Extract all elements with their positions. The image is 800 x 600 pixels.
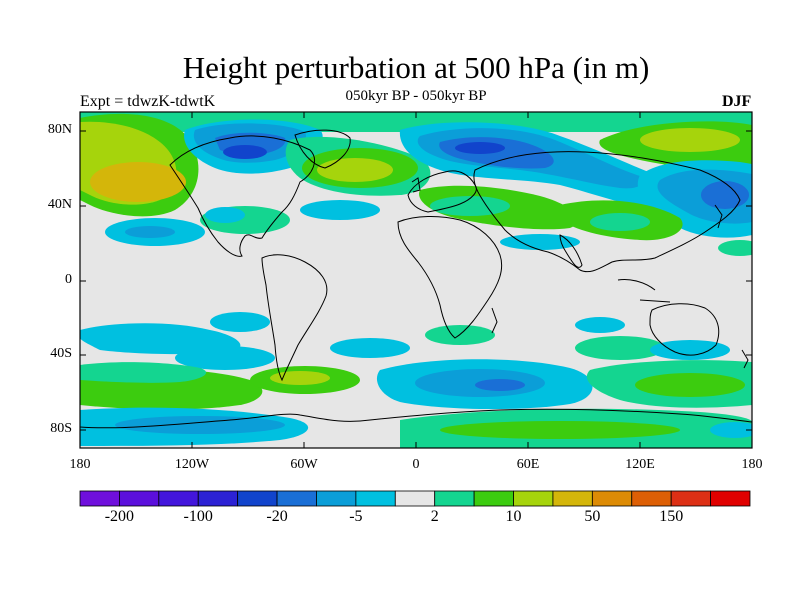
lon-label-180-west: 180 bbox=[69, 457, 91, 472]
siberia-yellow bbox=[640, 128, 740, 152]
colorbar-swatch bbox=[552, 490, 593, 507]
coast-antarctica bbox=[80, 408, 752, 429]
colorbar-label: 50 bbox=[584, 508, 601, 525]
coast-australia bbox=[649, 303, 720, 356]
lat-label-80s: 80S bbox=[50, 421, 72, 436]
coast-south-america bbox=[261, 254, 328, 382]
colorbar-label: -100 bbox=[183, 508, 213, 525]
sind-green-core bbox=[635, 373, 745, 397]
npac-blue-core bbox=[125, 226, 175, 238]
lon-label-180-east: 180 bbox=[741, 457, 763, 472]
coast-africa bbox=[397, 215, 503, 339]
atlantic-blue-patch bbox=[300, 200, 380, 220]
plot-title: Height perturbation at 500 hPa (in m) bbox=[182, 50, 650, 85]
lat-label-40n: 40N bbox=[47, 197, 72, 212]
coastlines bbox=[80, 129, 752, 429]
lon-label-0: 0 bbox=[412, 457, 420, 472]
pacific-high bbox=[90, 162, 186, 202]
colorbar-swatch bbox=[79, 490, 120, 507]
coast-asia bbox=[473, 151, 741, 273]
lat-label-40s: 40S bbox=[50, 346, 72, 361]
colorbar-label: 150 bbox=[659, 508, 684, 525]
colorbar-swatch bbox=[119, 490, 160, 507]
colorbar-swatch bbox=[158, 490, 199, 507]
spac-blue-east bbox=[210, 312, 270, 332]
lon-label-120w: 120W bbox=[174, 457, 210, 472]
colorbar-swatch bbox=[473, 490, 514, 507]
lon-label-60w: 60W bbox=[290, 457, 318, 472]
colorbar bbox=[79, 490, 751, 507]
colorbar-swatch bbox=[276, 490, 317, 507]
coast-new-zealand bbox=[741, 349, 749, 369]
lat-label-0: 0 bbox=[65, 272, 72, 287]
colorbar-swatch bbox=[513, 490, 554, 507]
coast-japan bbox=[714, 204, 723, 229]
coast-greenland bbox=[294, 129, 351, 169]
eurasia-low-core bbox=[455, 142, 505, 154]
lat-label-80n: 80N bbox=[47, 122, 72, 137]
colorbar-swatch bbox=[591, 490, 633, 507]
antarctic-blue-east bbox=[710, 422, 752, 438]
spac-blue-band bbox=[80, 323, 241, 355]
east-asia-low-core bbox=[701, 181, 749, 209]
colorbar-label: 2 bbox=[430, 508, 439, 525]
colorbar-label: -5 bbox=[349, 508, 363, 525]
sind-blue-patch bbox=[575, 317, 625, 333]
aus-blue-patch bbox=[650, 340, 730, 360]
us-blue-patch bbox=[205, 207, 245, 223]
colorbar-swatch bbox=[394, 490, 436, 507]
coast-north-america bbox=[169, 135, 315, 257]
colorbar-swatch bbox=[631, 490, 672, 507]
coast-india bbox=[559, 234, 583, 268]
colorbar-swatch bbox=[316, 490, 357, 507]
lon-label-60e: 60E bbox=[516, 457, 540, 472]
coast-indonesia bbox=[617, 279, 671, 303]
coast-uk bbox=[411, 177, 421, 193]
period-label: 050kyr BP - 050kyr BP bbox=[345, 88, 487, 104]
so-green-band-light bbox=[80, 362, 207, 383]
antarctic-green-core bbox=[440, 421, 680, 439]
colorbar-swatch bbox=[710, 490, 751, 507]
colorbar-swatch bbox=[237, 490, 278, 507]
sind-green-patch bbox=[575, 336, 665, 360]
atlantic-ridge-core bbox=[317, 158, 393, 182]
sp-blue-patch bbox=[175, 346, 275, 370]
lat-ticks bbox=[80, 130, 752, 431]
field-layer bbox=[80, 112, 752, 448]
china-green-light bbox=[590, 213, 650, 231]
colorbar-label: 10 bbox=[505, 508, 522, 525]
lon-ticks bbox=[191, 112, 641, 448]
coast-europe bbox=[407, 170, 477, 213]
season-label: DJF bbox=[722, 93, 752, 110]
so-blue-core bbox=[475, 379, 525, 391]
colorbar-swatch bbox=[197, 490, 239, 507]
antarctic-blue-core bbox=[115, 416, 285, 434]
india-green-patch bbox=[718, 240, 752, 256]
coast-madagascar bbox=[491, 307, 498, 334]
colorbar-swatch bbox=[355, 490, 396, 507]
colorbar-swatch bbox=[670, 490, 711, 507]
colorbar-swatch bbox=[434, 490, 475, 507]
lon-label-120e: 120E bbox=[625, 457, 655, 472]
colorbar-label: -200 bbox=[104, 508, 135, 525]
experiment-label: Expt = tdwzK-tdwtK bbox=[80, 93, 216, 110]
drake-green-core bbox=[270, 371, 330, 385]
canada-low-core bbox=[223, 145, 267, 159]
satl-blue-patch bbox=[330, 338, 410, 358]
colorbar-label: -20 bbox=[266, 508, 288, 525]
